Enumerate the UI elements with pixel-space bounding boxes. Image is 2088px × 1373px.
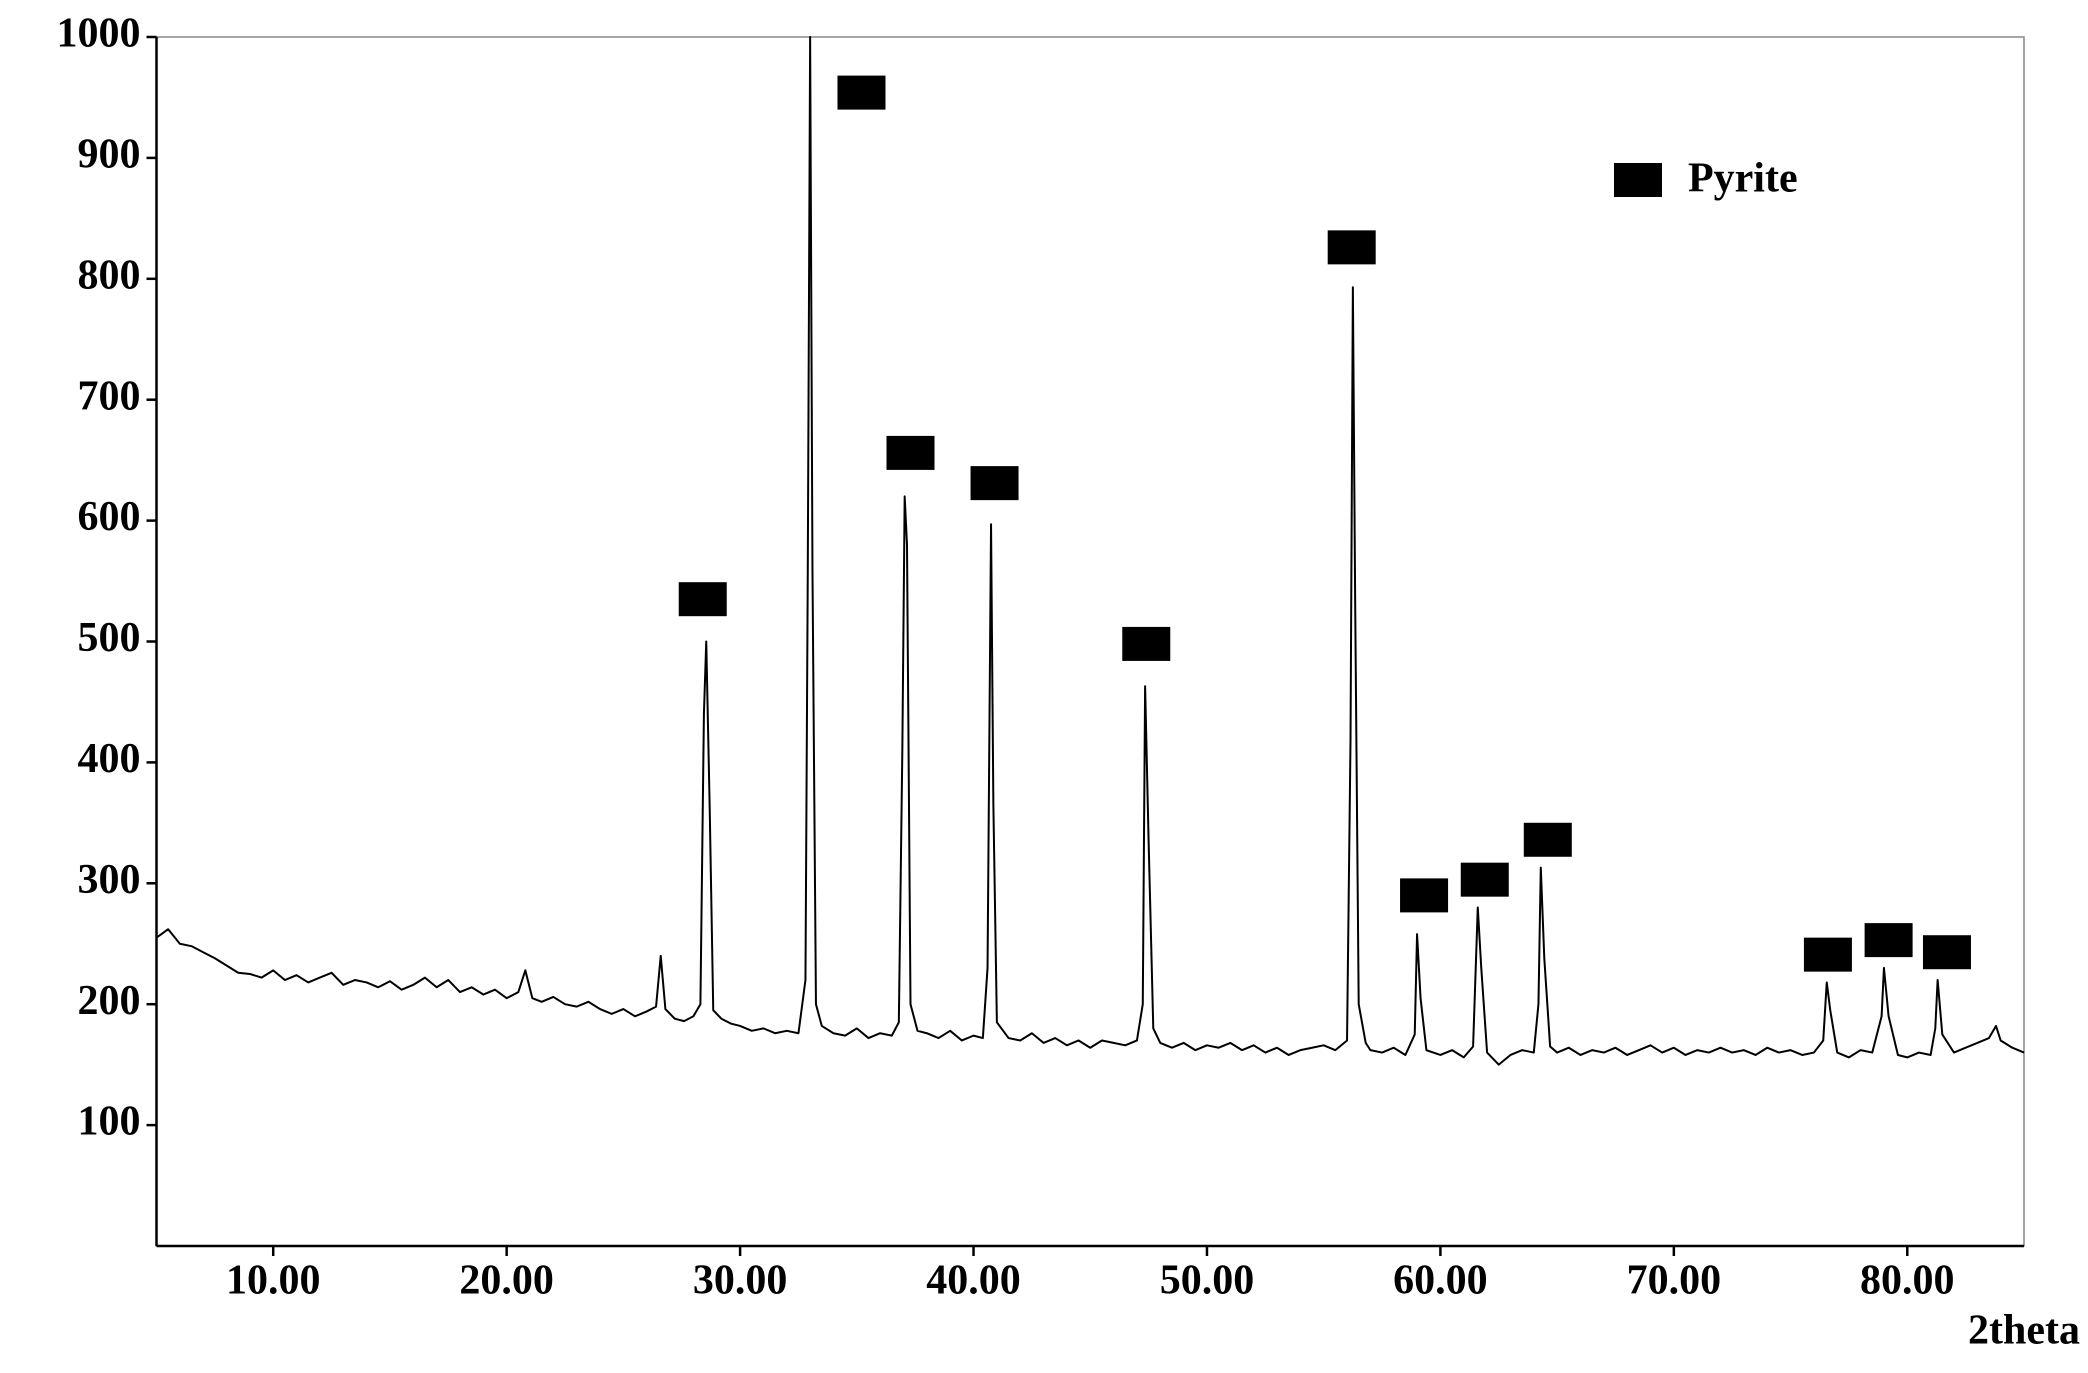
peak-marker — [1864, 923, 1913, 958]
legend-marker — [1614, 163, 1662, 197]
x-axis-label: 2theta — [1968, 1308, 2080, 1354]
x-tick-label: 10.00 — [226, 1258, 321, 1304]
y-tick-label: 100 — [78, 1099, 141, 1145]
legend-label: Pyrite — [1688, 156, 1798, 202]
peak-marker — [1400, 878, 1449, 913]
peak-marker — [837, 75, 886, 110]
peak-marker — [886, 435, 935, 470]
plot-frame — [155, 36, 2025, 1247]
peak-marker — [970, 466, 1019, 501]
y-tick-label: 900 — [78, 132, 141, 178]
x-tick-label: 60.00 — [1393, 1258, 1488, 1304]
peak-marker — [1327, 230, 1376, 265]
y-tick-label: 600 — [78, 494, 141, 540]
peak-marker — [1122, 626, 1171, 661]
y-tick-label: 300 — [78, 857, 141, 903]
y-tick-label: 400 — [78, 736, 141, 782]
y-tick-label: 500 — [78, 615, 141, 661]
xrd-line — [155, 36, 2025, 1066]
y-tick-label: 700 — [78, 373, 141, 419]
x-tick-label: 20.00 — [459, 1258, 554, 1304]
x-tick-label: 30.00 — [693, 1258, 788, 1304]
x-tick-label: 80.00 — [1860, 1258, 1955, 1304]
y-tick-label: 1000 — [57, 11, 141, 57]
peak-marker — [678, 582, 727, 617]
peak-marker — [1922, 935, 1971, 970]
peak-marker — [1803, 937, 1852, 972]
x-tick-label: 70.00 — [1627, 1258, 1722, 1304]
y-tick-label: 800 — [78, 252, 141, 298]
peak-marker — [1523, 822, 1572, 857]
peak-marker — [1460, 862, 1509, 897]
x-tick-label: 40.00 — [926, 1258, 1021, 1304]
x-tick-label: 50.00 — [1160, 1258, 1255, 1304]
y-tick-label: 200 — [78, 978, 141, 1024]
